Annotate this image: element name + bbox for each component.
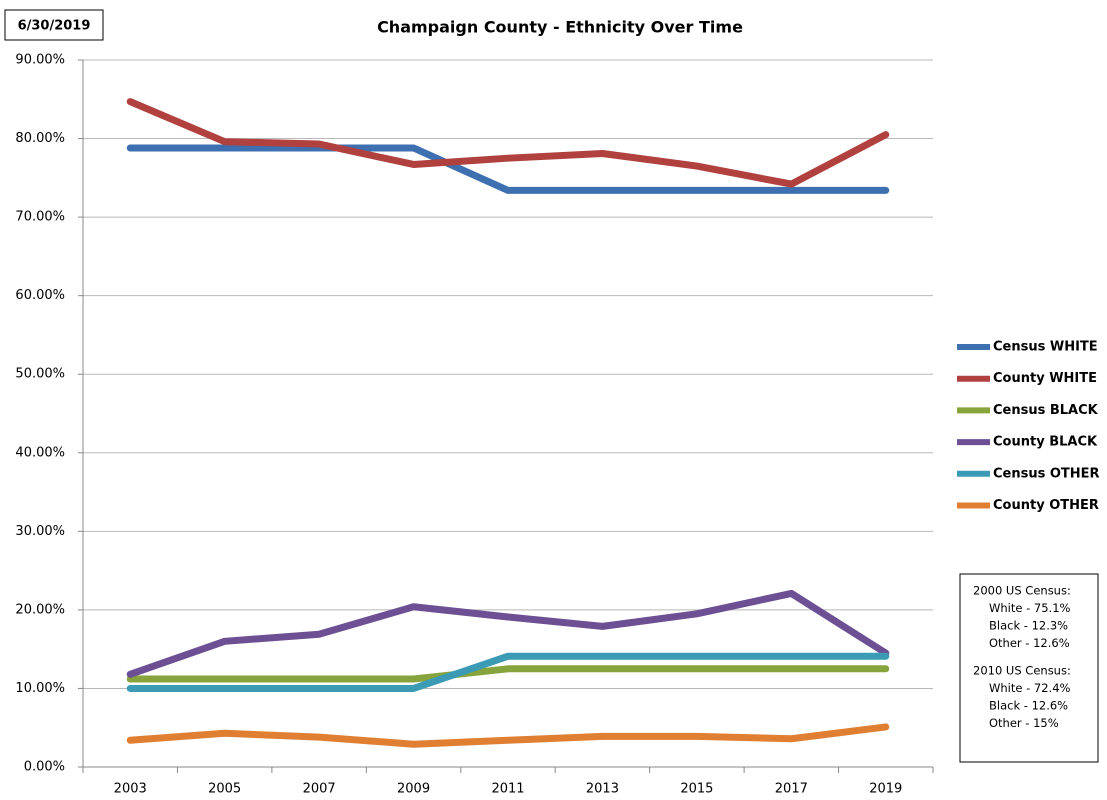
series-line — [126, 98, 890, 188]
date-box — [4, 9, 104, 41]
series-line — [126, 652, 890, 692]
y-tick-label: 50.00% — [15, 367, 65, 382]
x-tick-label: 2009 — [397, 782, 430, 797]
y-tick-label: 30.00% — [15, 524, 65, 539]
annotation-line: Other - 12.6% — [989, 636, 1070, 650]
x-tick-label: 2017 — [775, 782, 808, 797]
annotation-line: 2010 US Census: — [973, 664, 1071, 678]
y-tick-label: 80.00% — [15, 131, 65, 146]
y-tick-label: 40.00% — [15, 445, 65, 460]
annotation-line: Black - 12.6% — [989, 699, 1068, 713]
x-tick-label: 2003 — [114, 782, 147, 797]
series-line — [126, 665, 890, 683]
series-line — [126, 723, 890, 748]
x-tick-label: 2005 — [208, 782, 241, 797]
chart-title: Champaign County - Ethnicity Over Time — [377, 18, 743, 37]
x-tick-label: 2019 — [869, 782, 902, 797]
legend-label: County OTHER — [993, 498, 1099, 513]
annotation-line: White - 72.4% — [989, 681, 1071, 695]
y-tick-label: 0.00% — [24, 760, 65, 775]
annotation-line: White - 75.1% — [989, 601, 1071, 615]
y-tick-label: 70.00% — [15, 210, 65, 225]
legend-label: Census OTHER — [993, 466, 1100, 481]
series-line — [126, 144, 890, 194]
y-tick-label: 10.00% — [15, 681, 65, 696]
legend-label: County BLACK — [993, 435, 1098, 450]
y-tick-label: 20.00% — [15, 602, 65, 617]
y-tick-label: 90.00% — [15, 53, 65, 68]
x-tick-label: 2011 — [491, 782, 524, 797]
legend-label: County WHITE — [993, 371, 1097, 386]
annotation-line: Other - 15% — [989, 716, 1059, 730]
x-tick-label: 2007 — [303, 782, 336, 797]
x-tick-label: 2015 — [680, 782, 713, 797]
annotation-line: Black - 12.3% — [989, 619, 1068, 633]
series-line — [126, 589, 890, 678]
annotation-line: 2000 US Census: — [973, 584, 1071, 598]
legend-label: Census WHITE — [993, 340, 1098, 355]
annotation-box — [959, 573, 1099, 763]
legend-label: Census BLACK — [993, 403, 1099, 418]
x-tick-label: 2013 — [586, 782, 619, 797]
date-label: 6/30/2019 — [18, 19, 91, 34]
y-tick-label: 60.00% — [15, 288, 65, 303]
